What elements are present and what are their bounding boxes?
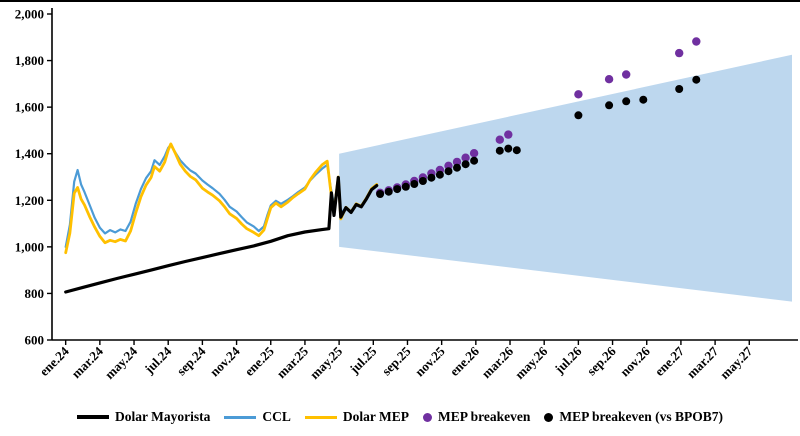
dot-mep-breakeven bbox=[622, 70, 631, 79]
x-tick-label: may.26 bbox=[512, 343, 551, 382]
legend-label: MEP breakeven (vs BPOB7) bbox=[559, 409, 723, 424]
legend-label: MEP breakeven bbox=[438, 409, 531, 424]
x-tick-label: mar.26 bbox=[479, 343, 517, 381]
x-tick-label: may.27 bbox=[717, 343, 756, 382]
x-tick-label: sep.26 bbox=[584, 343, 619, 378]
dot-mep-breakeven-bpob7 bbox=[453, 163, 461, 172]
legend-line-marker bbox=[304, 415, 337, 419]
dot-mep-breakeven-bpob7 bbox=[376, 190, 385, 198]
legend-item-ccl: CCL bbox=[224, 409, 291, 425]
y-tick-label: 1,200 bbox=[15, 193, 44, 208]
chart-legend: Dolar Mayorista CCL Dolar MEP MEP breakeven… bbox=[0, 398, 800, 436]
series-line-dolar-mayorista bbox=[64, 175, 379, 294]
dot-mep-breakeven-bpob7 bbox=[622, 97, 631, 106]
legend-item-mep-breakeven: MEP breakeven bbox=[423, 409, 530, 425]
series-dots-mep-breakeven-bpob7 bbox=[376, 75, 701, 198]
legend-label: Dolar Mayorista bbox=[115, 409, 211, 424]
dot-mep-breakeven-bpob7 bbox=[512, 146, 521, 155]
dot-mep-breakeven-bpob7 bbox=[427, 173, 436, 182]
dot-mep-breakeven bbox=[504, 130, 513, 139]
y-tick-label: 800 bbox=[25, 286, 45, 301]
dot-mep-breakeven bbox=[604, 75, 614, 84]
series-line-dolar-mep bbox=[64, 142, 379, 255]
x-tick-label: ene.27 bbox=[652, 343, 688, 379]
dot-mep-breakeven-bpob7 bbox=[639, 95, 648, 104]
y-tick-label: 1,800 bbox=[15, 53, 44, 68]
dot-mep-breakeven-bpob7 bbox=[401, 182, 410, 191]
y-tick-label: 1,400 bbox=[15, 146, 44, 161]
dot-mep-breakeven-bpob7 bbox=[470, 156, 479, 165]
x-tick-label: mar.27 bbox=[684, 343, 722, 381]
legend-item-dolar-mep: Dolar MEP bbox=[304, 409, 409, 425]
x-tick-label: sep.24 bbox=[174, 343, 209, 378]
dot-mep-breakeven-bpob7 bbox=[605, 101, 614, 110]
dot-mep-breakeven-bpob7 bbox=[384, 187, 393, 196]
dot-mep-breakeven bbox=[574, 90, 583, 99]
chart-plot-area: 600 800 1,000 1,200 1,400 1,600 1,800 2,000 ene.… bbox=[15, 7, 798, 382]
dot-mep-breakeven-bpob7 bbox=[461, 160, 470, 169]
dot-mep-breakeven-bpob7 bbox=[574, 111, 583, 120]
x-tick-label: jul.24 bbox=[141, 343, 175, 377]
x-tick-label: ene.25 bbox=[241, 343, 277, 379]
dot-mep-breakeven bbox=[461, 153, 470, 162]
dot-mep-breakeven-bpob7 bbox=[495, 146, 504, 155]
legend-dot-marker bbox=[544, 412, 554, 422]
y-tick-label: 1,000 bbox=[15, 239, 44, 254]
x-tick-label: nov.24 bbox=[207, 343, 243, 379]
dot-mep-breakeven-bpob7 bbox=[504, 144, 513, 153]
dot-mep-breakeven-bpob7 bbox=[435, 170, 444, 179]
dot-mep-breakeven bbox=[495, 135, 504, 144]
legend-label: Dolar MEP bbox=[342, 409, 409, 424]
dot-mep-breakeven-bpob7 bbox=[418, 177, 427, 185]
legend-label: CCL bbox=[262, 409, 291, 424]
projection-band bbox=[339, 54, 792, 302]
dot-mep-breakeven-bpob7 bbox=[675, 85, 684, 93]
x-tick-label: sep.25 bbox=[379, 343, 414, 378]
x-tick-label: jul.26 bbox=[551, 343, 585, 377]
x-tick-label: may.24 bbox=[102, 343, 141, 382]
x-tick-label: jul.25 bbox=[346, 343, 380, 377]
legend-dot-marker bbox=[423, 412, 432, 422]
x-tick-label: nov.26 bbox=[617, 343, 653, 379]
dot-mep-breakeven bbox=[452, 157, 462, 167]
dot-mep-breakeven bbox=[692, 37, 701, 46]
dot-mep-breakeven-bpob7 bbox=[692, 75, 701, 84]
x-tick-label: ene.26 bbox=[447, 343, 483, 379]
dot-mep-breakeven-bpob7 bbox=[393, 185, 402, 194]
x-tick-label: mar.24 bbox=[68, 343, 106, 381]
legend-item-mep-breakeven-bpob7: MEP breakeven (vs BPOB7) bbox=[544, 409, 723, 425]
legend-line-marker bbox=[77, 415, 109, 419]
dot-mep-breakeven bbox=[469, 149, 479, 158]
legend-line-marker bbox=[224, 415, 257, 419]
y-tick-label: 600 bbox=[25, 333, 45, 348]
y-tick-label: 1,600 bbox=[15, 100, 44, 115]
x-tick-label: ene.24 bbox=[36, 343, 72, 379]
y-tick-label: 2,000 bbox=[15, 7, 44, 22]
x-tick-label: nov.25 bbox=[412, 343, 448, 379]
dot-mep-breakeven bbox=[675, 48, 684, 58]
x-tick-label: may.25 bbox=[307, 343, 346, 382]
legend-item-dolar-mayorista: Dolar Mayorista bbox=[77, 409, 210, 425]
x-tick-label: mar.25 bbox=[273, 343, 311, 381]
dot-mep-breakeven-bpob7 bbox=[410, 180, 419, 188]
dot-mep-breakeven-bpob7 bbox=[444, 167, 453, 176]
